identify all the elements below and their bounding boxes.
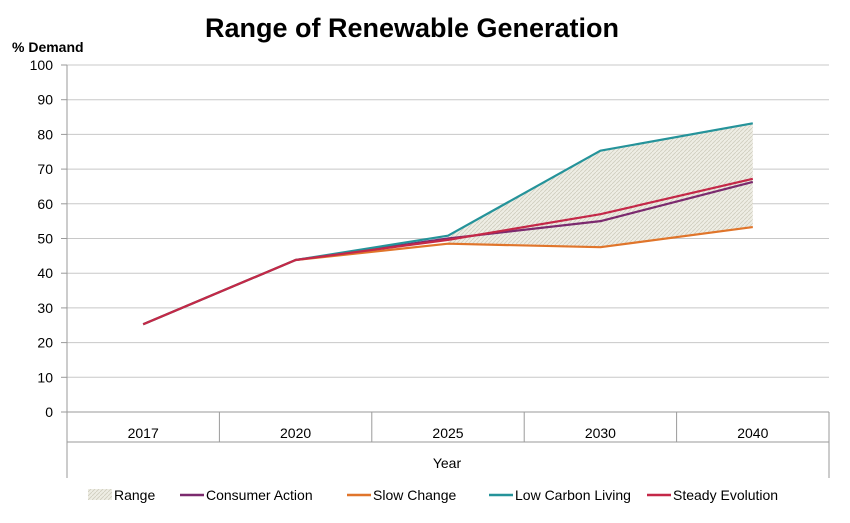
y-tick-label: 30	[37, 300, 53, 316]
legend-item-steady-evolution: Steady Evolution	[647, 487, 778, 503]
x-tick-label: 2030	[585, 425, 616, 441]
series-lines	[142, 122, 754, 326]
x-tick-label: 2020	[280, 425, 311, 441]
y-axis-label: % Demand	[12, 39, 84, 55]
y-tick-label: 60	[37, 196, 53, 212]
y-tick-label: 10	[37, 369, 53, 385]
legend-label: Range	[114, 487, 155, 503]
y-tick-label: 100	[30, 57, 54, 73]
y-tick-label: 90	[37, 92, 53, 108]
range-area	[448, 123, 753, 248]
legend-label: Steady Evolution	[673, 487, 778, 503]
legend: Range Consumer Action Slow Change Low Carbo…	[88, 487, 778, 503]
x-axis-label: Year	[433, 455, 462, 471]
y-tick-label: 40	[37, 265, 53, 281]
y-tick-label: 20	[37, 335, 53, 351]
y-tick-labels: 0 10 20 30 40 50 60 70 80 90 100	[30, 57, 54, 420]
x-axis: 2017 2020 2025 2030 2040	[66, 412, 830, 478]
y-tick-label: 80	[37, 126, 53, 142]
legend-label: Slow Change	[373, 487, 456, 503]
legend-label: Consumer Action	[206, 487, 313, 503]
x-tick-label: 2017	[128, 425, 159, 441]
legend-label: Low Carbon Living	[515, 487, 631, 503]
y-tick-label: 50	[37, 231, 53, 247]
y-tick-label: 0	[45, 404, 53, 420]
legend-swatch	[88, 489, 112, 500]
chart-title: Range of Renewable Generation	[205, 13, 619, 43]
legend-item-range: Range	[88, 487, 155, 503]
series-line-steady-evolution	[142, 177, 754, 326]
legend-item-low-carbon-living: Low Carbon Living	[489, 487, 631, 503]
y-tick-label: 70	[37, 161, 53, 177]
range-area-fill	[448, 123, 753, 248]
x-tick-label: 2040	[737, 425, 768, 441]
legend-item-consumer-action: Consumer Action	[180, 487, 313, 503]
legend-item-slow-change: Slow Change	[347, 487, 456, 503]
x-tick-label: 2025	[432, 425, 463, 441]
